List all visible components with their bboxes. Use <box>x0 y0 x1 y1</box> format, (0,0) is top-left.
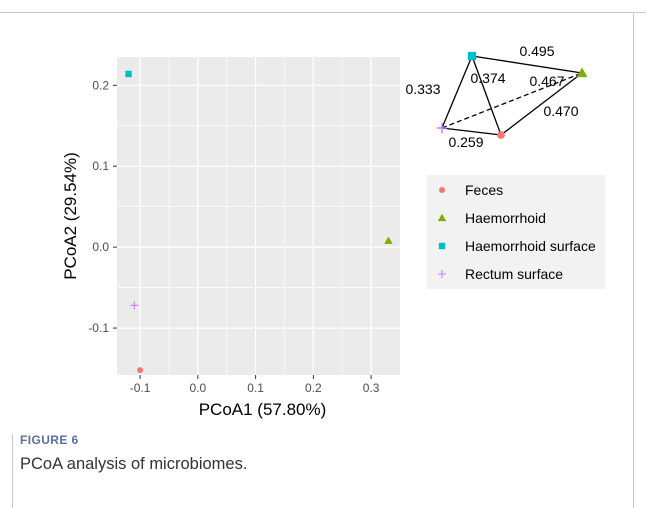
legend-key-haemorrhoid-surface <box>438 242 446 250</box>
distance-edge <box>500 72 583 136</box>
legend-label: Haemorrhoid surface <box>465 238 596 254</box>
distance-label: 0.470 <box>543 103 578 119</box>
legend-key-haemorrhoid <box>437 213 447 222</box>
frame-right-border <box>633 12 634 508</box>
x-axis-label: PCoA1 (57.80%) <box>199 400 327 419</box>
diagram-node-rectum-surface <box>436 122 448 134</box>
distance-label: 0.333 <box>405 81 440 97</box>
plot-panel <box>117 57 400 375</box>
diagram-node-feces <box>497 131 505 139</box>
x-tick-label: 0.2 <box>305 381 322 395</box>
legend: Feces Haemorrhoid Haemorrhoid surface Rectu… <box>427 175 605 289</box>
x-tick-label: -0.1 <box>130 381 151 395</box>
pcoa-chart: -0.1 0.0 0.1 0.2 0.3 -0.1 0.0 0.1 0.2 PCoA1 (57.8… <box>61 43 605 419</box>
legend-key-rectum-surface <box>438 270 446 278</box>
y-axis-label: PCoA2 (29.54%) <box>61 152 80 280</box>
diagram-node-haemorrhoid-surface <box>467 51 477 61</box>
point-haemorrhoid-surface <box>125 70 132 78</box>
frame-left-border <box>12 434 13 508</box>
distance-edge <box>471 55 502 136</box>
point-feces <box>137 367 144 374</box>
data-points <box>125 70 393 374</box>
distance-diagram: 0.495 0.374 0.467 0.470 0.333 0.259 <box>405 43 588 150</box>
axes: -0.1 0.0 0.1 0.2 0.3 -0.1 0.0 0.1 0.2 PCoA1 (57.8… <box>61 78 380 419</box>
distance-edge <box>441 55 473 129</box>
point-haemorrhoid <box>384 236 393 244</box>
y-tick-label: 0.0 <box>92 240 109 254</box>
legend-label: Rectum surface <box>465 266 563 282</box>
diagram-node-haemorrhoid <box>576 67 588 78</box>
distance-edge <box>441 127 502 136</box>
x-tick-label: 0.1 <box>247 381 264 395</box>
x-tick-label: 0.3 <box>363 381 380 395</box>
legend-label: Haemorrhoid <box>465 210 546 226</box>
figure-label: FIGURE 6 <box>20 433 79 447</box>
distance-edge <box>441 72 583 129</box>
y-tick-label: 0.1 <box>92 159 109 173</box>
distance-label: 0.259 <box>448 134 483 150</box>
y-tick-label: 0.2 <box>92 78 109 92</box>
legend-label: Feces <box>465 182 503 198</box>
y-tick-label: -0.1 <box>88 321 109 335</box>
distance-label: 0.374 <box>470 70 505 86</box>
point-rectum-surface <box>130 301 139 310</box>
x-tick-label: 0.0 <box>190 381 207 395</box>
plot-background <box>117 57 400 375</box>
distance-edge <box>471 55 583 74</box>
legend-box <box>427 175 605 289</box>
distance-label: 0.467 <box>529 73 564 89</box>
figure-caption: PCoA analysis of microbiomes. <box>20 455 248 473</box>
distance-label: 0.495 <box>519 43 554 59</box>
legend-key-feces <box>439 187 445 193</box>
frame-top-border <box>0 12 646 13</box>
